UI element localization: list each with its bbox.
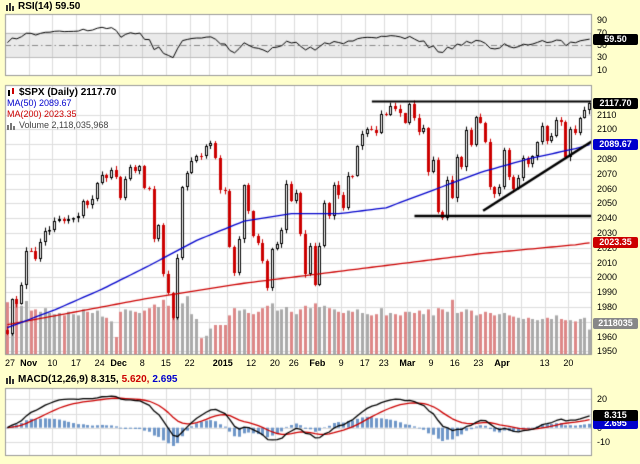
macd-signal-label: 5.620, <box>121 374 150 385</box>
price-legend: $SPX (Daily) 2117.70 MA(50) 2089.67 MA(2… <box>7 87 116 131</box>
volume-label: Volume 2,118,035,968 <box>19 120 109 130</box>
rsi-label: RSI(14) 59.50 <box>18 1 81 12</box>
macd-axis-tick: 20 <box>597 394 608 405</box>
price-axis-tick: 2050 <box>597 198 618 209</box>
rsi-axis-tick: 50 <box>597 40 608 50</box>
price-axis-tick: 1990 <box>597 287 618 298</box>
price-axis-tick: 1960 <box>597 331 618 342</box>
price-value-badge: 2117.70 <box>593 97 638 109</box>
date-axis-tick: 16 <box>449 358 460 368</box>
price-axis-tick: 2060 <box>597 183 618 194</box>
date-axis-tick: 23 <box>378 358 389 368</box>
date-axis-tick: 9 <box>428 358 434 368</box>
macd-label: MACD(12,26,9) 8.315, <box>18 374 119 385</box>
date-axis-tick: 15 <box>160 358 171 368</box>
price-axis-tick: 2080 <box>597 153 618 164</box>
date-axis-tick: 9 <box>338 358 344 368</box>
date-axis-tick: Feb <box>309 358 326 368</box>
macd-value-badge: 2.695 <box>593 418 638 430</box>
date-axis-tick: Nov <box>20 358 38 368</box>
date-axis-tick: 12 <box>246 358 257 368</box>
price-axis-tick: 2040 <box>597 213 618 224</box>
symbol-title: $SPX (Daily) 2117.70 <box>19 87 117 98</box>
date-axis-tick: 27 <box>4 358 16 368</box>
ma50-label: MA(50) 2089.67 <box>7 98 72 108</box>
price-value-badge: 2023.35 <box>593 237 638 249</box>
volume-icon <box>7 121 16 130</box>
candlestick-icon <box>7 88 16 97</box>
price-axis-tick: 2000 <box>597 272 618 283</box>
price-axis-tick: 1950 <box>597 346 618 357</box>
date-axis-tick: Dec <box>110 358 127 368</box>
price-value-badge: 2089.67 <box>593 139 638 151</box>
date-axis-tick: 24 <box>94 358 105 368</box>
date-axis-tick: 10 <box>47 358 58 368</box>
rsi-axis-tick: 30 <box>597 52 608 63</box>
rsi-axis-tick: 10 <box>597 64 608 75</box>
price-axis-tick: 2110 <box>597 109 617 120</box>
rsi-legend: RSI(14) 59.50 <box>6 1 80 12</box>
date-axis-tick: 8 <box>139 358 145 368</box>
date-axis-tick: 22 <box>184 358 195 368</box>
rsi-value-badge: 59.50 <box>593 33 638 45</box>
rsi-axis-tick: 70 <box>597 27 608 38</box>
date-axis-tick: 20 <box>563 358 574 368</box>
date-axis-tick: 17 <box>70 358 82 368</box>
date-axis-tick: Mar <box>399 358 416 368</box>
indicator-icon <box>6 375 15 384</box>
macd-legend: MACD(12,26,9) 8.315, 5.620, 2.695 <box>6 374 177 385</box>
date-axis-tick: 2015 <box>212 358 233 368</box>
price-axis-tick: 2030 <box>597 227 618 238</box>
date-axis-tick: 26 <box>288 358 299 368</box>
macd-axis-tick: -10 <box>597 436 611 447</box>
date-axis-tick: 20 <box>269 358 280 368</box>
price-axis-tick: 2100 <box>597 124 618 135</box>
price-axis-tick: 2070 <box>597 168 618 179</box>
ma200-label: MA(200) 2023.35 <box>7 109 77 119</box>
rsi-axis-tick: 90 <box>597 15 608 26</box>
price-axis-tick: 1980 <box>597 301 618 312</box>
price-axis-tick: 2010 <box>597 257 618 268</box>
macd-hist-label: 2.695 <box>152 374 178 385</box>
macd-value-badge: 8.315 <box>593 410 638 422</box>
date-axis-tick: 23 <box>473 358 484 368</box>
date-axis-tick: 13 <box>539 358 550 368</box>
date-axis-tick: 17 <box>359 358 370 368</box>
date-axis-tick: Apr <box>494 358 510 368</box>
indicator-icon <box>6 2 15 11</box>
volume-value-badge: 2118035 <box>593 317 638 329</box>
